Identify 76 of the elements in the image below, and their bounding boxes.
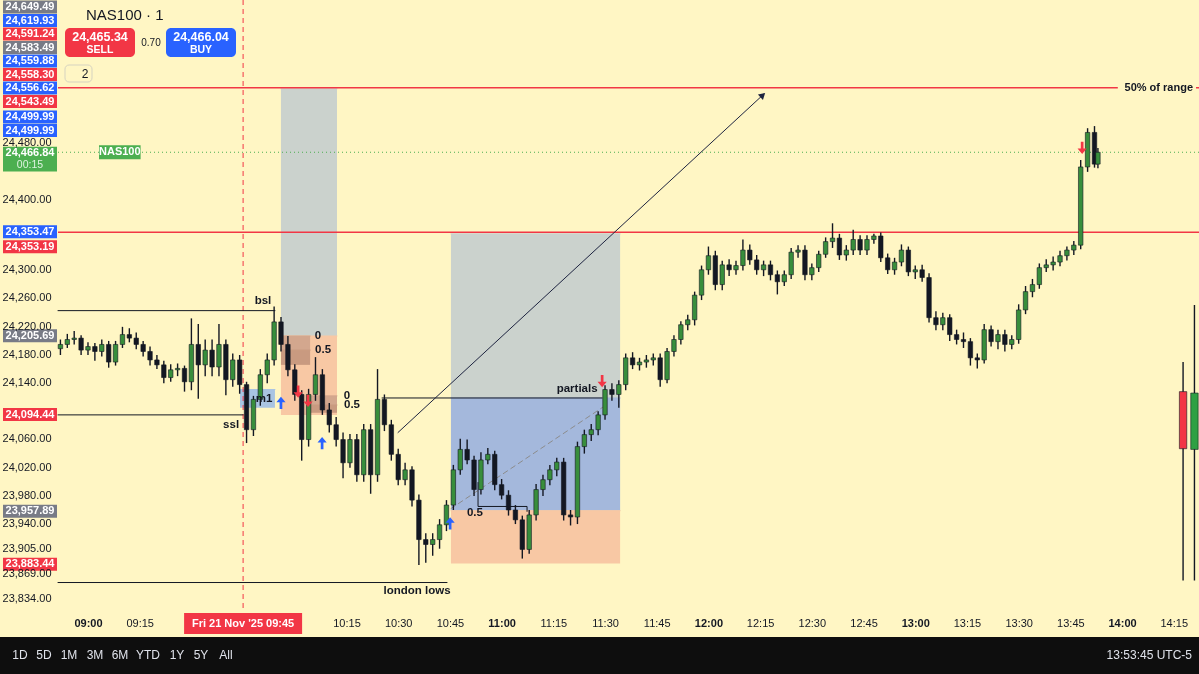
text: 24,353.19 (5, 239, 55, 252)
x-tick-label: 10:30 (384, 616, 413, 629)
ref-line-label: NAS100 (99, 145, 141, 158)
text: 24,499.99 (5, 123, 55, 136)
x-tick-label: 12:15 (746, 616, 775, 629)
annotation: london lows (383, 583, 451, 596)
y-tick-label: 24,400.00 (2, 192, 52, 205)
x-tick-label: 12:30 (798, 616, 827, 629)
x-tick-label: 11:45 (643, 616, 671, 629)
y-tick-label: 24,480.00 (2, 136, 52, 149)
x-tick-label: 10:15 (333, 616, 361, 629)
text: 24,353.47 (5, 224, 55, 237)
text: 00:15 (16, 158, 44, 170)
annotation: 0 (314, 328, 322, 341)
text: 24,499.99 (5, 110, 55, 122)
text: 24,583.49 (5, 40, 55, 53)
text: 24,619.93 (5, 13, 55, 26)
x-tick-label: 13:45 (1057, 616, 1085, 629)
x-tick-label: 09:00 (74, 616, 103, 629)
text: 5Y (193, 647, 209, 662)
chart-title: NAS100 · 1 (86, 6, 164, 23)
x-tick-label: 12:45 (850, 616, 878, 629)
text: 1Y (169, 647, 185, 662)
y-tick-label: 23,905.00 (2, 541, 52, 554)
x-tick-label: 13:00 (901, 616, 930, 629)
ref-line-label: 50% of range (1124, 80, 1193, 93)
text: 6M (111, 647, 129, 662)
text: 1M (60, 647, 78, 662)
y-tick-label: 23,834.00 (2, 591, 52, 604)
text: 1D (12, 647, 28, 662)
annotation: 24,466.04 (173, 30, 229, 44)
annotation: 24,094.44 (5, 407, 56, 420)
y-tick-label: 24,140.00 (2, 375, 52, 388)
x-tick-label: 13:15 (953, 616, 982, 629)
annotation: bsl (254, 293, 272, 306)
text: 24,591.24 (5, 27, 56, 39)
x-tick-label: 14:00 (1108, 616, 1137, 629)
text: 24,558.30 (5, 67, 55, 80)
annotation: 0.5 (466, 506, 484, 519)
text: 24,649.49 (5, 0, 55, 12)
text: YTD (136, 647, 161, 662)
y-tick-label: 24,300.00 (2, 263, 52, 276)
y-tick-label: 24,260.00 (2, 291, 52, 304)
x-tick-label: 11:00 (488, 616, 516, 629)
text: All (219, 647, 233, 662)
text: 13:53:45 UTC-5 (1106, 647, 1193, 662)
x-tick-label: 11:15 (540, 616, 568, 629)
text: 24,543.49 (5, 94, 55, 107)
text: 24,466.84 (5, 146, 56, 159)
y-tick-label: 24,020.00 (2, 460, 52, 473)
y-tick-label: 24,060.00 (2, 432, 52, 445)
annotation: 0 (343, 388, 351, 401)
annotation: 24,465.34 (72, 30, 128, 44)
text: 5D (36, 647, 52, 662)
text: 3M (86, 647, 104, 662)
x-tick-label: 13:30 (1005, 616, 1033, 629)
text: 24,556.62 (5, 81, 55, 93)
annotation: 0.70 (141, 37, 162, 48)
annotation: partials (556, 381, 598, 394)
y-tick-label: 23,980.00 (2, 488, 52, 501)
annotation: BUY (189, 42, 213, 55)
y-tick-label: 24,180.00 (2, 347, 52, 360)
x-tick-label: 14:15 (1160, 616, 1189, 629)
x-tick-label: 12:00 (694, 616, 723, 629)
annotation: Fri 21 Nov '25 09:45 (191, 616, 295, 629)
x-tick-label: 10:45 (436, 616, 465, 629)
annotation: 0.5 (343, 398, 361, 411)
x-tick-label: 11:30 (592, 616, 619, 629)
annotation: ssl (223, 417, 240, 430)
y-tick-label: 23,940.00 (2, 516, 52, 529)
text: 24,559.88 (5, 54, 55, 66)
annotation: SELL (86, 42, 114, 55)
annotation: 0.5 (315, 343, 332, 356)
x-tick-label: 09:15 (126, 616, 154, 629)
annotation: 2 (81, 66, 89, 81)
text: 23,957.89 (5, 504, 55, 517)
